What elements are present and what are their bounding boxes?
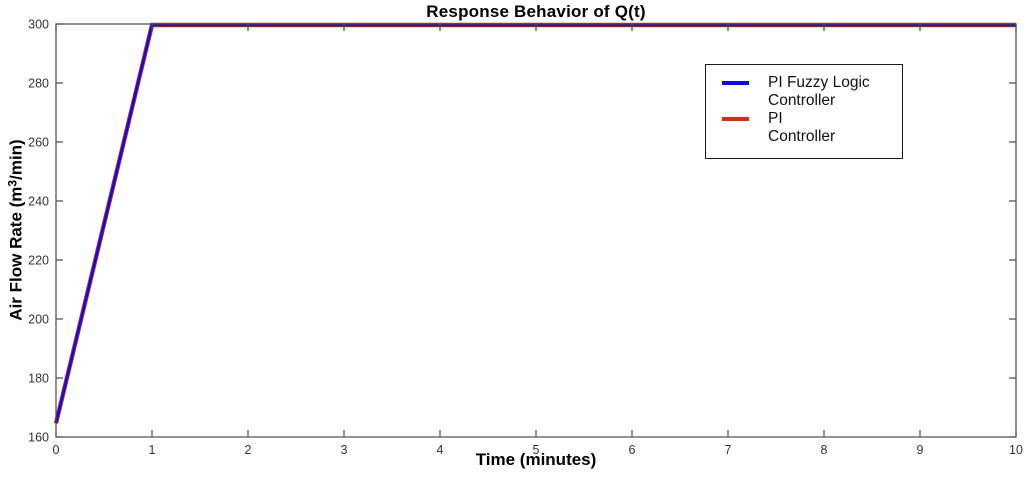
legend-line-sample-red — [722, 117, 749, 121]
x-tick-label: 6 — [629, 443, 636, 457]
y-tick-label: 260 — [28, 136, 49, 150]
y-tick-label: 280 — [28, 77, 49, 91]
y-tick-label: 200 — [28, 313, 49, 327]
y-tick-label: 160 — [28, 431, 49, 445]
x-tick-label: 5 — [533, 443, 540, 457]
x-tick-label: 2 — [245, 443, 252, 457]
legend-entry-pi: PI Controller — [722, 110, 902, 146]
y-tick-label: 220 — [28, 254, 49, 268]
y-tick-label: 180 — [28, 372, 49, 386]
legend-label-line1: PI — [768, 110, 783, 127]
x-tick-label: 3 — [341, 443, 348, 457]
legend-line-sample-blue — [722, 81, 749, 85]
x-tick-label: 7 — [725, 443, 732, 457]
y-tick-label: 300 — [28, 18, 49, 32]
x-tick-label: 9 — [917, 443, 924, 457]
x-tick-label: 8 — [821, 443, 828, 457]
y-tick-label: 240 — [28, 195, 49, 209]
x-tick-label: 1 — [149, 443, 156, 457]
x-tick-label: 4 — [437, 443, 444, 457]
x-axis-label: Time (minutes) — [475, 450, 597, 469]
chart-title: Response Behavior of Q(t) — [426, 2, 646, 21]
legend-entry-pi-fuzzy: PI Fuzzy Logic Controller — [722, 74, 902, 110]
legend-label-line2: Controller — [768, 92, 836, 109]
legend-label-line1: PI Fuzzy Logic — [768, 74, 870, 91]
x-tick-label: 10 — [1009, 443, 1023, 457]
legend: PI Fuzzy Logic Controller PI Controller — [705, 64, 903, 159]
x-tick-label: 0 — [53, 443, 60, 457]
legend-label-line2: Controller — [768, 128, 836, 145]
